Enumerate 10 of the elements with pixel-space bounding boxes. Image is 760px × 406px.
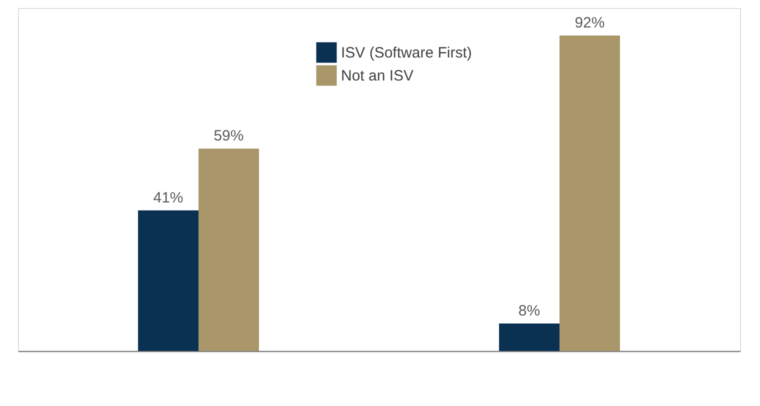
legend-label: ISV (Software First) [341,44,472,62]
data-label: 8% [518,302,540,320]
data-label: 59% [214,128,244,145]
bar [138,210,198,351]
bar [198,148,259,351]
data-label: 41% [153,189,184,206]
data-label: 92% [574,14,605,32]
bar [499,324,560,351]
bar [560,35,620,351]
legend-label: Not an ISV [341,68,414,84]
